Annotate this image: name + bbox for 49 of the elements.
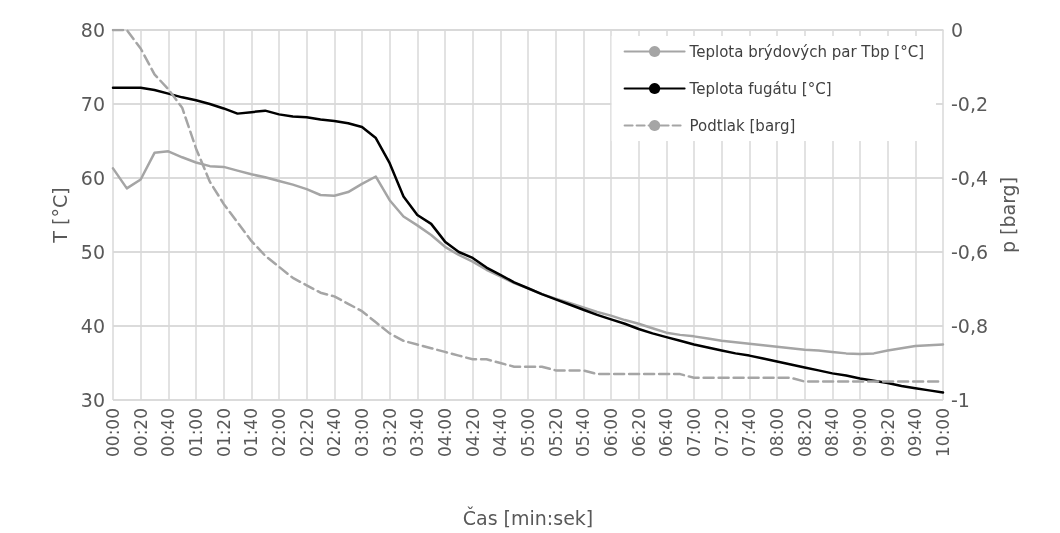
x-tick-label: 07:40 bbox=[739, 408, 760, 457]
x-tick-label: 07:00 bbox=[684, 408, 704, 457]
y-tick-label: 80 bbox=[80, 19, 105, 41]
x-tick-label: 05:20 bbox=[545, 408, 566, 457]
y2-tick-label: -0,8 bbox=[951, 315, 989, 337]
y-tick-label: 60 bbox=[80, 167, 105, 189]
x-tick-label: 08:40 bbox=[822, 408, 843, 457]
x-tick-label: 06:40 bbox=[656, 408, 677, 457]
y-axis-title: T [°C] bbox=[49, 187, 72, 244]
x-tick-label: 03:20 bbox=[379, 408, 400, 457]
x-tick-label: 02:20 bbox=[296, 408, 317, 457]
x-tick-label: 08:00 bbox=[767, 408, 787, 457]
y-tick-label: 40 bbox=[80, 315, 105, 337]
y2-axis-title: p [barg] bbox=[997, 176, 1020, 254]
x-tick-label: 05:00 bbox=[518, 408, 538, 457]
legend-label: Podtlak [barg] bbox=[689, 116, 796, 135]
x-tick-label: 06:20 bbox=[628, 408, 649, 457]
y2-tick-label: -0,4 bbox=[951, 167, 989, 189]
x-tick-label: 09:00 bbox=[850, 408, 870, 457]
x-tick-label: 04:40 bbox=[490, 408, 511, 457]
x-axis-title: Čas [min:sek] bbox=[462, 505, 594, 529]
x-tick-label: 00:40 bbox=[158, 408, 179, 457]
y2-tick-label: -0,6 bbox=[951, 241, 989, 263]
x-tick-label: 04:20 bbox=[462, 408, 483, 457]
x-tick-label: 05:40 bbox=[573, 408, 594, 457]
x-tick-label: 03:40 bbox=[407, 408, 428, 457]
y2-tick-label: 0 bbox=[951, 19, 964, 41]
x-tick-label: 04:00 bbox=[435, 408, 455, 457]
x-tick-label: 00:00 bbox=[103, 408, 123, 457]
x-tick-label: 10:00 bbox=[933, 408, 953, 457]
y2-tick-label: -0,2 bbox=[951, 93, 989, 115]
y-tick-label: 50 bbox=[80, 241, 105, 263]
x-tick-label: 01:00 bbox=[186, 408, 206, 457]
y2-tick-label: -1 bbox=[951, 389, 970, 411]
x-tick-label: 08:20 bbox=[794, 408, 815, 457]
x-tick-label: 02:40 bbox=[324, 408, 345, 457]
x-tick-label: 01:20 bbox=[213, 408, 234, 457]
x-tick-label: 00:20 bbox=[130, 408, 151, 457]
x-tick-label: 02:00 bbox=[269, 408, 289, 457]
x-tick-label: 07:20 bbox=[711, 408, 732, 457]
y-tick-label: 30 bbox=[80, 389, 105, 411]
x-tick-label: 03:00 bbox=[352, 408, 372, 457]
x-tick-label: 09:20 bbox=[877, 408, 898, 457]
x-tick-label: 01:40 bbox=[241, 408, 262, 457]
y-tick-label: 70 bbox=[80, 93, 105, 115]
x-tick-label: 06:00 bbox=[601, 408, 621, 457]
legend-label: Teplota fugátu [°C] bbox=[688, 79, 832, 98]
legend-label: Teplota brýdových par Tbp [°C] bbox=[688, 42, 924, 61]
x-tick-label: 09:40 bbox=[905, 408, 926, 457]
